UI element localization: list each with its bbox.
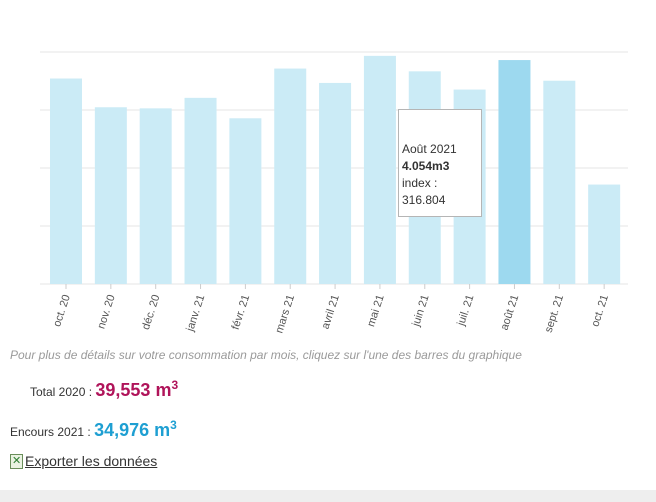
encours-number: 34,976 m <box>94 420 171 440</box>
x-tick-label: juil. 21 <box>455 293 477 328</box>
encours-2021: Encours 2021 : 34,976 m3 <box>10 418 177 441</box>
excel-icon <box>10 453 23 469</box>
x-tick-label: janv. 21 <box>184 293 207 334</box>
x-tick-label: oct. 20 <box>51 293 73 328</box>
tooltip-value: 4.054m3 <box>402 159 450 173</box>
bar-sept-21[interactable] <box>543 80 576 284</box>
chart-tooltip: Août 2021 4.054m3 index : 316.804 <box>398 109 482 217</box>
x-tick-label: sept. 21 <box>543 293 567 334</box>
consumption-chart: oct. 20 nov. 20 déc. 20 janv. 21 févr. 21 mar… <box>40 51 628 335</box>
total-unit-exponent: 3 <box>171 378 179 392</box>
x-tick-label: mars 21 <box>273 293 297 335</box>
bar-mai-21[interactable] <box>363 55 396 284</box>
total-value: 39,553 m3 <box>95 378 179 400</box>
export-data-link[interactable]: Exporter les données <box>10 453 157 469</box>
chart-hint-text: Pour plus de détails sur votre consommat… <box>10 348 522 362</box>
tooltip-month: Août 2021 <box>402 142 457 156</box>
bar-ao-t-21[interactable] <box>498 60 531 285</box>
bar-f-vr-21[interactable] <box>229 118 262 285</box>
footer-band <box>0 490 656 502</box>
total-2020: Total 2020 : 39,553 m3 <box>30 378 178 401</box>
encours-unit-exponent: 3 <box>170 418 177 432</box>
x-tick-label: nov. 20 <box>95 293 117 330</box>
bar-oct-20[interactable] <box>50 78 82 284</box>
x-tick-label: oct. 21 <box>589 293 611 328</box>
bar-avril-21[interactable] <box>319 82 352 284</box>
tooltip-index-label: index : <box>402 176 438 190</box>
bar-janv-21[interactable] <box>184 97 217 284</box>
encours-label: Encours 2021 : <box>10 425 91 439</box>
x-tick-label: août 21 <box>499 293 522 332</box>
total-number: 39,553 m <box>95 380 172 400</box>
x-tick-label: mai 21 <box>365 293 387 328</box>
bar-oct-21[interactable] <box>588 184 621 284</box>
bar-mars-21[interactable] <box>274 68 307 284</box>
bar-d-c-20[interactable] <box>139 108 172 284</box>
bar-nov-20[interactable] <box>94 107 127 284</box>
export-data-label: Exporter les données <box>25 453 158 469</box>
encours-value: 34,976 m3 <box>94 418 177 440</box>
tooltip-index-value: 316.804 <box>402 193 446 207</box>
chart-bars <box>50 55 621 285</box>
total-label: Total 2020 : <box>30 385 93 399</box>
x-tick-label: févr. 21 <box>230 293 253 331</box>
x-tick-label: déc. 20 <box>140 293 163 331</box>
x-tick-label: juin 21 <box>410 293 432 328</box>
x-tick-label: avril 21 <box>320 293 342 330</box>
chart-x-labels: oct. 20 nov. 20 déc. 20 janv. 21 févr. 21 mar… <box>51 284 611 335</box>
